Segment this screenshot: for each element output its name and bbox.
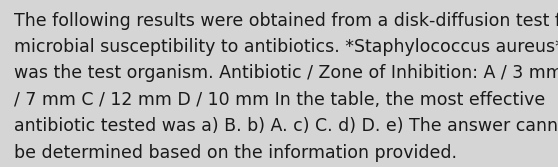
Text: was the test organism. Antibiotic / Zone of Inhibition: A / 3 mm B: was the test organism. Antibiotic / Zone…	[14, 64, 558, 82]
Text: be determined based on the information provided.: be determined based on the information p…	[14, 144, 457, 162]
Text: / 7 mm C / 12 mm D / 10 mm In the table, the most effective: / 7 mm C / 12 mm D / 10 mm In the table,…	[14, 91, 545, 109]
Text: antibiotic tested was a) B. b) A. c) C. d) D. e) The answer cannot: antibiotic tested was a) B. b) A. c) C. …	[14, 117, 558, 135]
Text: The following results were obtained from a disk-diffusion test for: The following results were obtained from…	[14, 12, 558, 30]
Text: microbial susceptibility to antibiotics. *Staphylococcus aureus*: microbial susceptibility to antibiotics.…	[14, 38, 558, 56]
